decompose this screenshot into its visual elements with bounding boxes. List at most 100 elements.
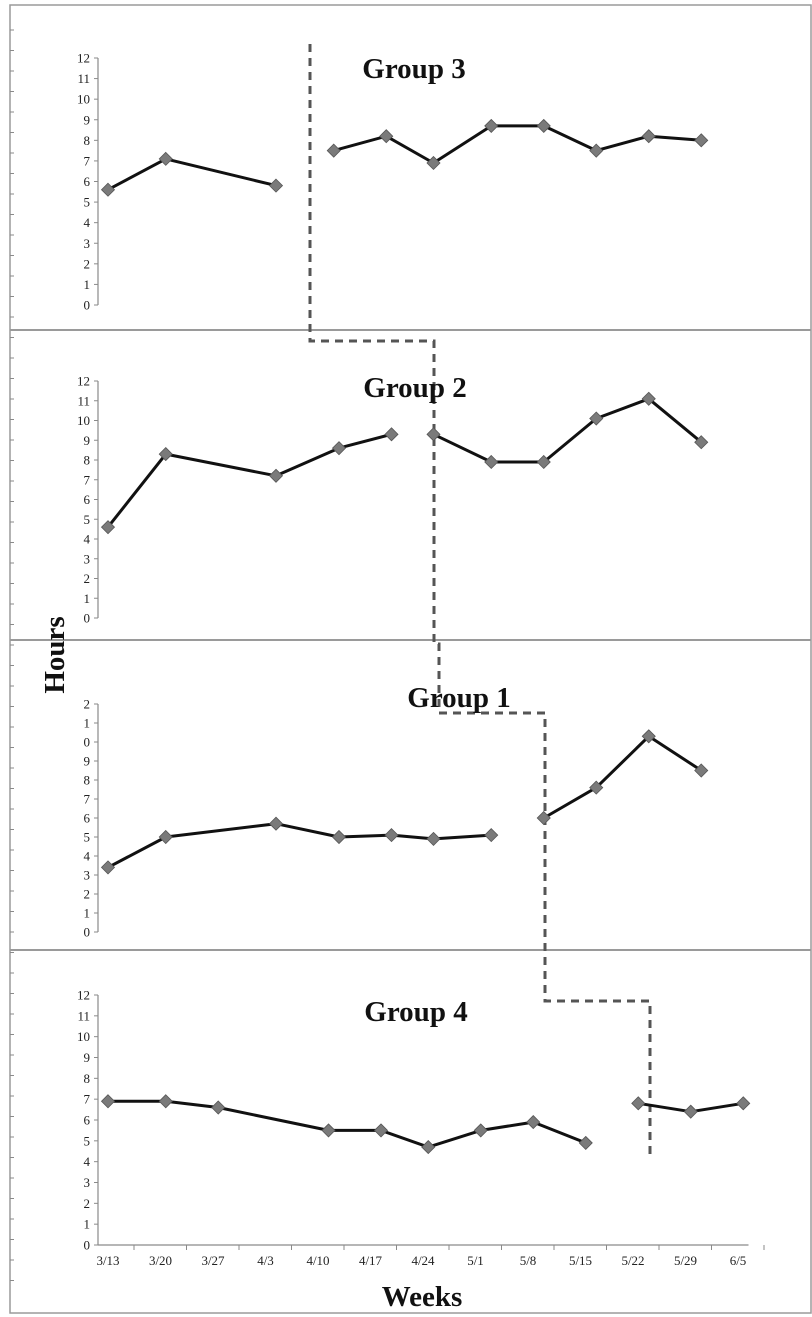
data-point: [683, 1104, 698, 1119]
data-point: [694, 763, 709, 778]
y-tick-label: 10: [77, 413, 90, 428]
x-tick-label: 5/15: [569, 1253, 592, 1268]
x-tick-label: 3/20: [149, 1253, 172, 1268]
data-point: [473, 1123, 488, 1138]
x-tick-label: 4/3: [257, 1253, 274, 1268]
data-point: [526, 1115, 541, 1130]
series-line: [333, 124, 702, 165]
data-point: [100, 860, 116, 875]
data-point: [641, 391, 656, 406]
y-tick-label: 7: [84, 153, 91, 168]
y-tick-label: 0: [84, 611, 91, 626]
data-point: [589, 411, 604, 426]
y-tick-label: 9: [84, 1050, 91, 1065]
y-tick-label: 2: [84, 1196, 91, 1211]
data-point: [578, 1135, 593, 1150]
x-tick-label: 3/13: [96, 1253, 119, 1268]
series-line: [543, 734, 703, 820]
y-tick-label: 0: [84, 925, 91, 940]
y-tick-label: 7: [84, 792, 91, 807]
y-tick-label: 10: [77, 1029, 90, 1044]
y-tick-label: 8: [84, 453, 91, 468]
data-point: [589, 780, 604, 795]
y-axis-title: Hours: [39, 616, 71, 693]
data-point: [736, 1096, 751, 1111]
y-tick-label: 2: [84, 571, 91, 586]
y-tick-label: 5: [84, 1133, 91, 1148]
data-point: [326, 143, 341, 158]
data-point: [484, 118, 499, 133]
data-point: [536, 118, 551, 133]
panel-title: Group 1: [407, 682, 510, 714]
y-tick-label: 4: [84, 849, 91, 864]
x-axis: 3/13 3/20 3/27 4/3 4/10 4/17 4/24 5/1 5/8 5/15 5/2…: [96, 1244, 765, 1268]
data-point: [100, 520, 116, 535]
y-tick-label: 6: [84, 811, 91, 826]
y-tick-label: 11: [77, 71, 90, 86]
data-point: [641, 729, 656, 744]
y-tick-label: 9: [84, 754, 91, 769]
data-point: [211, 1100, 226, 1115]
series-line: [106, 432, 392, 529]
phase-change-dashed-line: [308, 44, 652, 1160]
data-point: [158, 829, 173, 845]
x-tick-label: 6/5: [730, 1253, 747, 1268]
panel-title: Group 4: [364, 996, 467, 1028]
x-axis-title: Weeks: [382, 1281, 463, 1313]
y-tick-label: 5: [84, 512, 91, 527]
data-point: [373, 1123, 389, 1138]
data-point: [100, 1094, 116, 1109]
y-tick-label: 1: [84, 906, 91, 921]
data-point: [158, 151, 173, 166]
data-point: [536, 454, 551, 470]
y-tick-label: 0: [84, 1238, 91, 1253]
y-tick-label: 3: [84, 868, 91, 883]
y-tick-label: 8: [84, 1071, 91, 1086]
y-tick-label: 3: [84, 551, 91, 566]
y-tick-label: 2: [84, 697, 91, 712]
data-point: [384, 427, 399, 442]
x-tick-label: 4/24: [411, 1253, 435, 1268]
x-tick-label: 4/17: [359, 1253, 383, 1268]
y-tick-label: 12: [77, 988, 90, 1003]
y-tick-label: 7: [84, 472, 91, 487]
data-point: [484, 828, 499, 843]
y-tick-label: 3: [84, 236, 91, 251]
y-tick-label: 9: [84, 112, 91, 127]
y-tick-label: 11: [77, 393, 90, 408]
outer-frame: [9, 4, 812, 1314]
panel-title: Group 2: [363, 372, 466, 404]
data-point: [379, 129, 394, 144]
y-tick-label: 8: [84, 773, 91, 788]
x-tick-label: 5/1: [467, 1253, 484, 1268]
series-line: [432, 397, 703, 464]
y-tick-label: 4: [84, 532, 91, 547]
y-tick-label: 4: [84, 1154, 91, 1169]
panel-frames: [9, 4, 812, 1314]
y-tick-label: 3: [84, 1175, 91, 1190]
data-point: [484, 454, 499, 470]
y-tick-label: 0: [84, 298, 91, 313]
data-point: [694, 435, 709, 450]
data-point: [384, 828, 399, 843]
y-tick-label: 5: [84, 830, 91, 845]
y-tick-label: 4: [84, 215, 91, 230]
phase-change-line: [308, 44, 652, 1160]
y-tick-label: 12: [77, 374, 90, 389]
x-tick-label: 4/10: [306, 1253, 329, 1268]
y-tick-label: 1: [84, 277, 91, 292]
data-point: [268, 178, 284, 193]
data-point: [589, 143, 604, 158]
data-point: [426, 831, 441, 846]
x-tick-label: 3/27: [201, 1253, 225, 1268]
data-point: [536, 810, 551, 826]
data-point: [426, 427, 441, 442]
data-point: [694, 133, 709, 148]
data-point: [100, 182, 116, 197]
y-tick-label: 6: [84, 174, 91, 189]
y-tick-label: 0: [84, 735, 91, 750]
data-point: [631, 1096, 646, 1111]
data-point: [331, 441, 347, 456]
